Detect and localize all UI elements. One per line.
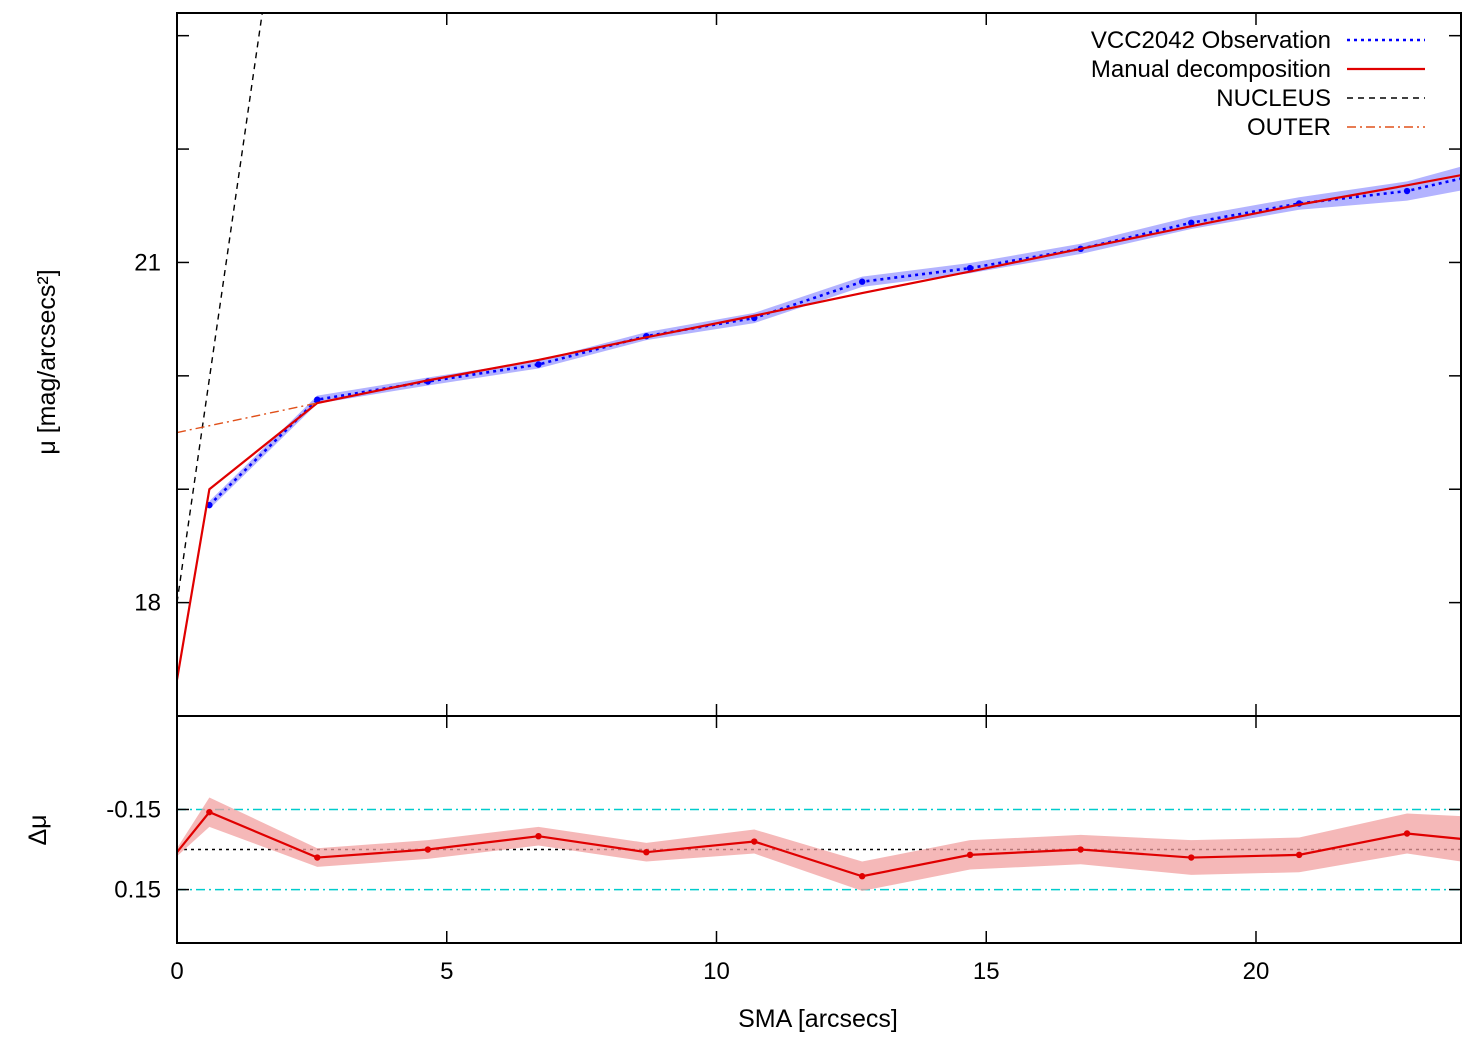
series-line-vcc2042-observation: [208, 177, 1461, 507]
legend-label-outer: OUTER: [1247, 114, 1331, 141]
data-point-residual: [751, 838, 758, 845]
x-tick-label: 20: [1243, 958, 1270, 985]
data-point-residual: [206, 808, 213, 816]
data-point-vcc2042-observation: [1403, 187, 1411, 195]
series-line-outer: [177, 402, 318, 434]
data-point-residual: [1295, 851, 1303, 859]
data-point-residual: [424, 846, 432, 853]
x-tick-label: 5: [440, 958, 453, 985]
x-tick-label: 15: [973, 958, 1000, 985]
data-point-residual: [314, 854, 321, 861]
top-y-axis-label: μ [mag/arcsecs²]: [33, 269, 61, 454]
y-tick-label: 0.15: [114, 877, 161, 904]
y-tick-label: 18: [134, 590, 161, 617]
data-point-vcc2042-observation: [535, 361, 542, 368]
top-plot-area: [177, 13, 1461, 680]
data-point-vcc2042-observation: [966, 264, 974, 272]
legend-label-vcc2042-observation: VCC2042 Observation: [1091, 27, 1331, 54]
error-band-residual: [177, 797, 1461, 891]
y-tick-label: -0.15: [106, 796, 161, 823]
bottom-plot-area: [177, 797, 1461, 891]
error-band-vcc2042-observation: [209, 166, 1461, 510]
series-line-manual-decomposition: [177, 174, 1461, 680]
series-line-nucleus: [177, 13, 263, 603]
data-point-residual: [535, 832, 542, 840]
series-line-residual: [177, 810, 1461, 878]
y-tick-label: 21: [134, 249, 161, 276]
data-point-residual: [643, 849, 650, 856]
x-tick-label: 0: [170, 958, 183, 985]
data-point-residual: [858, 873, 866, 880]
data-point-residual: [1188, 854, 1195, 861]
bottom-y-axis-label: Δμ: [24, 814, 52, 845]
legend-label-manual-decomposition: Manual decomposition: [1091, 56, 1331, 83]
data-point-vcc2042-observation: [314, 396, 321, 403]
data-point-vcc2042-observation: [858, 278, 866, 285]
data-point-residual: [1077, 846, 1084, 853]
bottom-panel: 0.15 -0.15 0 5 10 15 20: [106, 715, 1462, 985]
data-point-residual: [966, 851, 974, 859]
bottom-frame: [176, 715, 1462, 944]
data-point-vcc2042-observation: [1188, 219, 1195, 226]
x-axis-label: SMA [arcsecs]: [738, 1005, 898, 1033]
legend-label-nucleus: NUCLEUS: [1216, 85, 1331, 112]
x-tick-label: 10: [703, 958, 730, 985]
data-point-residual: [1403, 830, 1411, 837]
